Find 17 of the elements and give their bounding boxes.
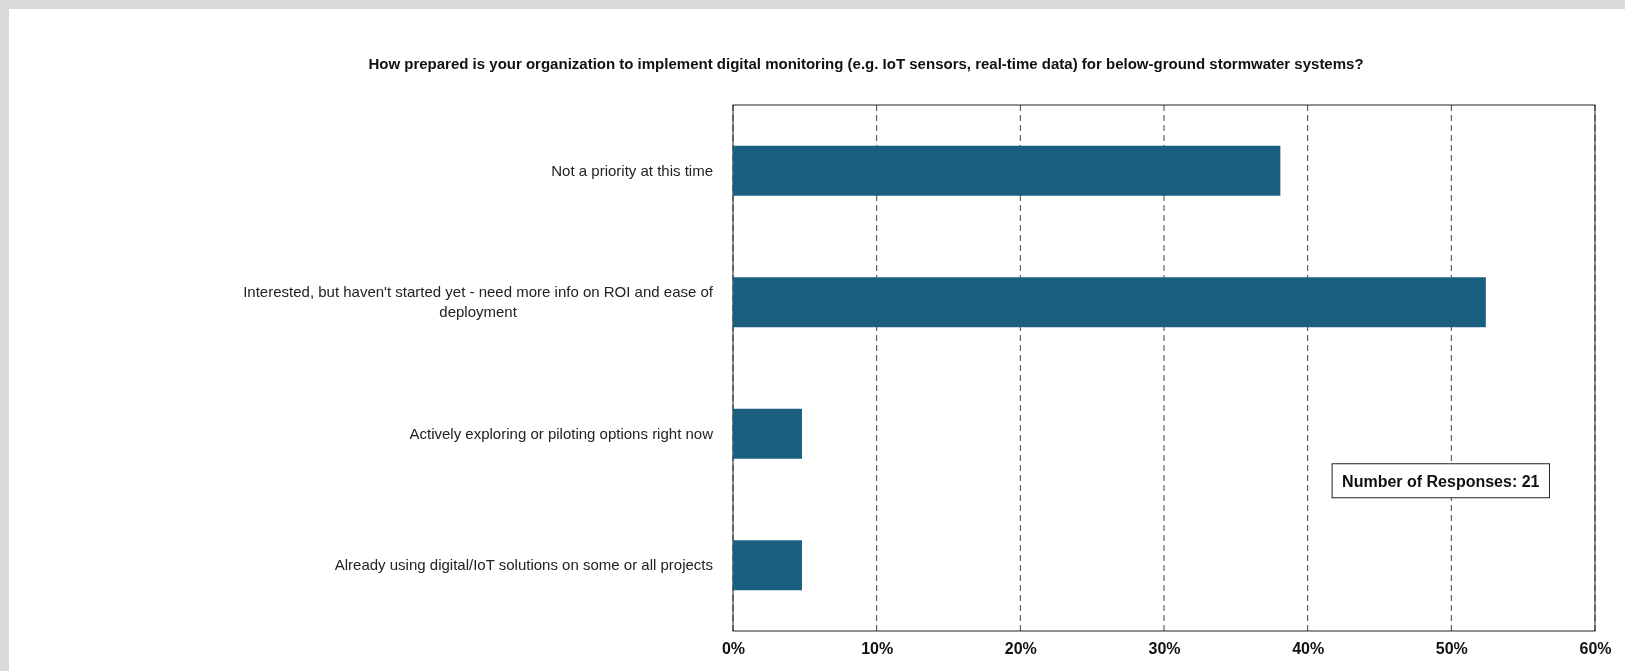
x-tick-label: 60% (1579, 640, 1612, 658)
y-tick-label: Not a priority at this time (551, 161, 713, 179)
chart-title: How prepared is your organization to implement digital monitoring (e.g. IoT sensors, real-time data) for below-ground stormwater systems? (368, 55, 1364, 72)
bar (733, 145, 1281, 196)
bar (733, 277, 1486, 328)
x-tick-label: 10% (861, 640, 894, 658)
y-tick-label: Already using digital/IoT solutions on some or all projects (334, 556, 713, 574)
x-tick-label: 20% (1004, 640, 1037, 658)
bar (733, 408, 802, 459)
x-tick-label: 50% (1435, 640, 1468, 658)
y-tick-label: Interested, but haven't started yet - need more info on ROI and ease of deployment (243, 283, 714, 321)
bar (733, 540, 802, 591)
x-tick-label: 0% (721, 640, 746, 658)
x-tick-label: 40% (1292, 640, 1325, 658)
annotation: Number of Responses: 21 (1342, 472, 1540, 490)
x-tick-label: 30% (1148, 640, 1181, 658)
y-tick-label: Actively exploring or piloting options right now (409, 424, 714, 442)
